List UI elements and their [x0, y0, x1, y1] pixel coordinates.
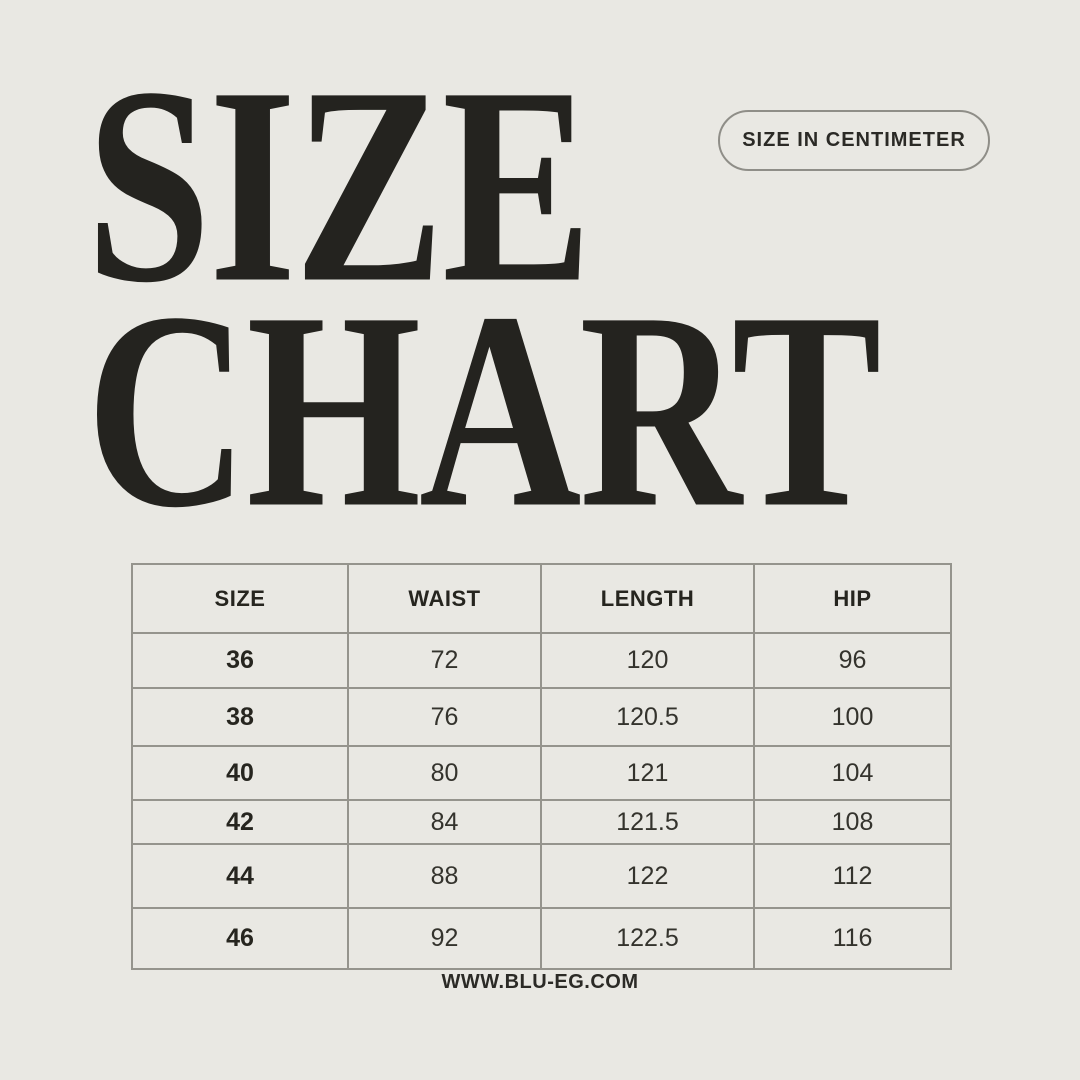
table-cell: 122 — [540, 843, 755, 909]
table-cell: 122.5 — [540, 907, 755, 970]
table-cell: 120.5 — [540, 687, 755, 747]
table-row: 44 88 122 112 — [131, 843, 952, 909]
table-cell: 112 — [753, 843, 952, 909]
table-cell: 121.5 — [540, 799, 755, 845]
table-cell: 76 — [347, 687, 542, 747]
unit-badge-label: SIZE IN CENTIMETER — [742, 129, 966, 151]
table-cell: 44 — [131, 843, 349, 909]
column-header: WAIST — [347, 563, 542, 634]
column-header: LENGTH — [540, 563, 755, 634]
table-cell: 40 — [131, 745, 349, 801]
table-row: 42 84 121.5 108 — [131, 799, 952, 845]
table-row: 36 72 120 96 — [131, 632, 952, 689]
table-cell: 104 — [753, 745, 952, 801]
table-cell: 120 — [540, 632, 755, 689]
website-footer: WWW.BLU-EG.COM — [0, 971, 1080, 994]
column-header: SIZE — [131, 563, 349, 634]
table-cell: 72 — [347, 632, 542, 689]
table-row: 46 92 122.5 116 — [131, 907, 952, 970]
table-cell: 38 — [131, 687, 349, 747]
table-cell: 80 — [347, 745, 542, 801]
page-title: SIZE CHART — [86, 28, 882, 566]
header-row: SIZE WAIST LENGTH HIP — [131, 563, 952, 634]
table-cell: 116 — [753, 907, 952, 970]
table-row: 40 80 121 104 — [131, 745, 952, 801]
table-cell: 36 — [131, 632, 349, 689]
title-line-2: CHART — [86, 253, 882, 566]
table-cell: 84 — [347, 799, 542, 845]
column-header: HIP — [753, 563, 952, 634]
title-line-1: SIZE — [86, 28, 592, 341]
size-table: SIZE WAIST LENGTH HIP 36 72 120 96 38 76 120.5 100… — [131, 563, 952, 970]
table-cell: 96 — [753, 632, 952, 689]
unit-badge: SIZE IN CENTIMETER — [718, 110, 990, 171]
table-row: 38 76 120.5 100 — [131, 687, 952, 747]
table-cell: 121 — [540, 745, 755, 801]
table-cell: 46 — [131, 907, 349, 970]
table-cell: 42 — [131, 799, 349, 845]
website-url: WWW.BLU-EG.COM — [441, 971, 639, 993]
table-cell: 108 — [753, 799, 952, 845]
size-table-body: 36 72 120 96 38 76 120.5 100 40 80 121 104 42 84 121.5… — [131, 632, 952, 970]
size-table-head: SIZE WAIST LENGTH HIP — [131, 563, 952, 634]
table-cell: 100 — [753, 687, 952, 747]
table-cell: 92 — [347, 907, 542, 970]
table-cell: 88 — [347, 843, 542, 909]
